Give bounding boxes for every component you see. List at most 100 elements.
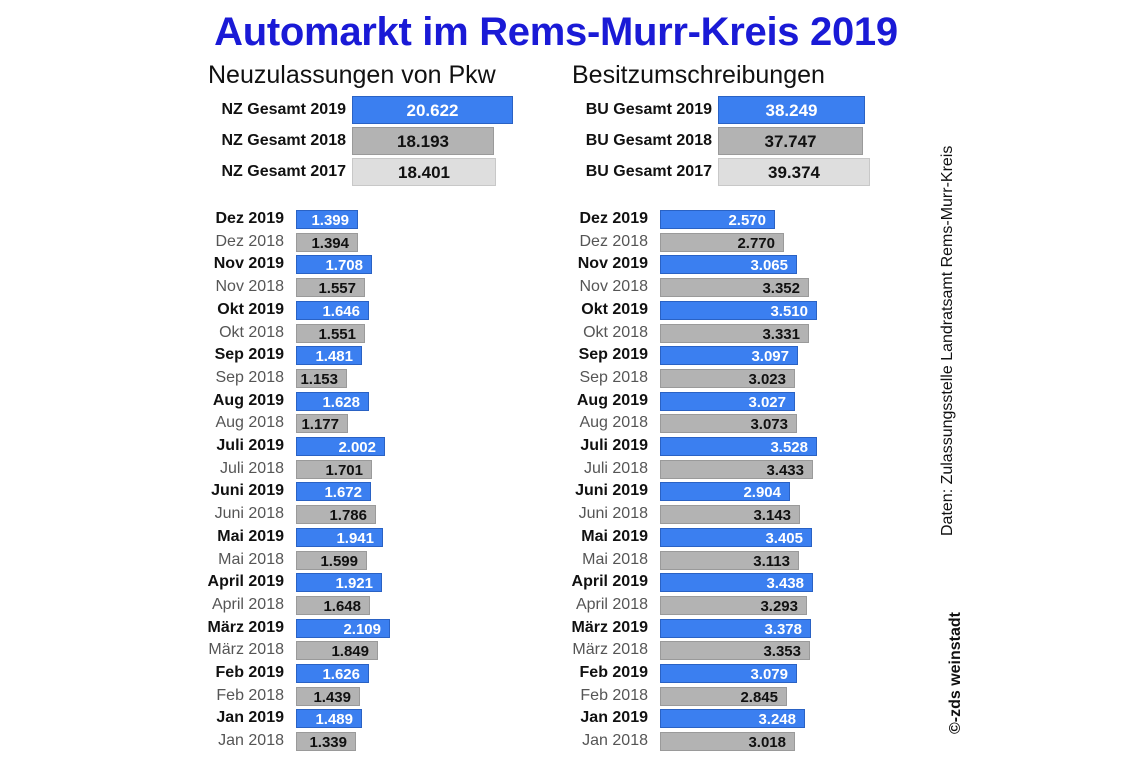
bu-month-bar: 3.378 [660,618,811,638]
bu-month-bar: 2.570 [660,210,775,229]
bu-month-bar: 3.023 [660,368,795,388]
bu-month-bar: 3.331 [660,323,809,343]
page-title: Automarkt im Rems-Murr-Kreis 2019 [214,10,898,54]
bu-month-label: Juli 2019 [580,437,648,454]
nz-month-bar: 1.701 [296,459,372,479]
nz-total-label: NZ Gesamt 2019 [221,101,346,118]
nz-month-bar: 1.177 [296,414,348,434]
bu-month-bar: 3.065 [660,255,797,275]
bu-month-label: Aug 2018 [579,414,648,432]
bu-total-bar: 38.249 [718,96,865,124]
source-note: Daten: Zulassungsstelle Landratsamt Rems… [939,145,956,536]
nz-month-bar: 1.551 [296,323,365,343]
nz-month-bar: 1.339 [296,732,356,752]
bu-month-bar: 3.352 [660,278,809,298]
bu-month-bar: 3.097 [660,346,798,366]
bu-section-title: Besitzumschreibungen [572,61,825,89]
bu-month-label: Mai 2018 [582,550,648,568]
nz-month-bar: 1.153 [296,368,347,388]
bu-month-label: Sep 2018 [579,368,648,386]
bu-month-bar: 3.143 [660,505,800,525]
bu-month-label: März 2019 [571,618,649,636]
nz-month-bar: 1.599 [296,550,367,570]
nz-month-bar: 1.849 [296,641,378,661]
bu-month-bar: 2.845 [660,686,787,706]
nz-month-label: Dez 2018 [215,232,285,250]
nz-month-label: Jan 2018 [218,732,284,750]
nz-month-label: April 2018 [211,595,284,613]
nz-month-bar: 1.628 [296,391,369,411]
nz-month-label: Juni 2019 [211,482,284,500]
bu-month-label: Feb 2018 [580,686,648,704]
nz-month-bar: 2.002 [296,437,385,456]
nz-month-label: April 2019 [207,573,284,591]
nz-month-label: Feb 2019 [215,664,284,681]
nz-month-bar: 1.648 [296,595,370,615]
nz-month-label: Mai 2019 [217,527,284,545]
bu-month-label: April 2019 [571,573,648,591]
nz-total-label: NZ Gesamt 2017 [221,163,346,180]
nz-month-bar: 1.557 [296,278,365,298]
nz-month-label: Nov 2018 [215,278,285,296]
bu-total-label: BU Gesamt 2019 [585,101,712,118]
bu-month-bar: 3.113 [660,550,799,570]
bu-month-label: Juni 2019 [575,482,648,500]
bu-month-label: Nov 2018 [579,278,649,296]
nz-month-label: Feb 2018 [216,686,284,704]
nz-month-label: Juni 2018 [214,505,284,523]
bu-month-bar: 3.073 [660,414,797,434]
bu-month-label: Feb 2019 [579,664,648,681]
bu-month-label: Okt 2019 [581,300,648,318]
nz-month-label: Nov 2019 [213,255,284,273]
nz-month-bar: 2.109 [296,618,390,638]
bu-month-bar: 3.079 [660,664,797,683]
nz-month-bar: 1.646 [296,300,369,320]
bu-month-label: Juni 2018 [578,505,648,523]
bu-month-label: Jan 2019 [580,709,648,727]
bu-month-label: Mai 2019 [581,527,648,545]
nz-month-bar: 1.489 [296,709,362,729]
nz-month-label: Aug 2019 [212,391,284,409]
nz-month-label: Aug 2018 [215,414,284,432]
nz-month-label: Juli 2019 [216,437,284,454]
nz-total-bar: 20.622 [352,96,513,124]
nz-total-bar: 18.401 [352,158,496,186]
nz-month-bar: 1.481 [296,346,362,366]
nz-month-bar: 1.786 [296,505,376,525]
nz-month-bar: 1.399 [296,210,358,229]
bu-month-bar: 3.438 [660,573,813,593]
bu-month-bar: 3.405 [660,527,812,547]
bu-month-label: April 2018 [575,595,648,613]
nz-month-bar: 1.394 [296,232,358,252]
bu-month-bar: 3.353 [660,641,810,661]
bu-month-bar: 3.027 [660,391,795,411]
bu-month-bar: 3.248 [660,709,805,729]
nz-month-label: März 2019 [207,618,285,636]
nz-month-label: Sep 2018 [215,368,284,386]
nz-month-label: Okt 2018 [219,323,284,341]
bu-total-label: BU Gesamt 2018 [585,132,712,149]
bu-month-bar: 3.433 [660,459,813,479]
bu-month-label: Dez 2019 [579,210,649,227]
nz-month-bar: 1.941 [296,527,383,547]
nz-month-bar: 1.439 [296,686,360,706]
bu-month-label: Sep 2019 [578,346,648,364]
bu-month-label: Jan 2018 [582,732,648,750]
bu-month-label: Nov 2019 [577,255,648,273]
bu-month-label: Juli 2018 [583,459,648,477]
nz-month-label: Mai 2018 [218,550,284,568]
bu-month-bar: 2.904 [660,482,790,502]
bu-month-label: März 2018 [572,641,648,659]
nz-month-label: Jan 2019 [216,709,284,727]
nz-month-bar: 1.672 [296,482,371,502]
nz-month-label: Sep 2019 [214,346,284,364]
bu-total-label: BU Gesamt 2017 [585,163,712,180]
bu-month-label: Dez 2018 [579,232,649,250]
bu-month-bar: 2.770 [660,232,784,252]
bu-month-label: Aug 2019 [576,391,648,409]
bu-month-bar: 3.528 [660,437,817,456]
nz-total-label: NZ Gesamt 2018 [221,132,346,149]
nz-month-label: März 2018 [208,641,284,659]
nz-month-bar: 1.626 [296,664,369,683]
nz-month-label: Okt 2019 [217,300,284,318]
